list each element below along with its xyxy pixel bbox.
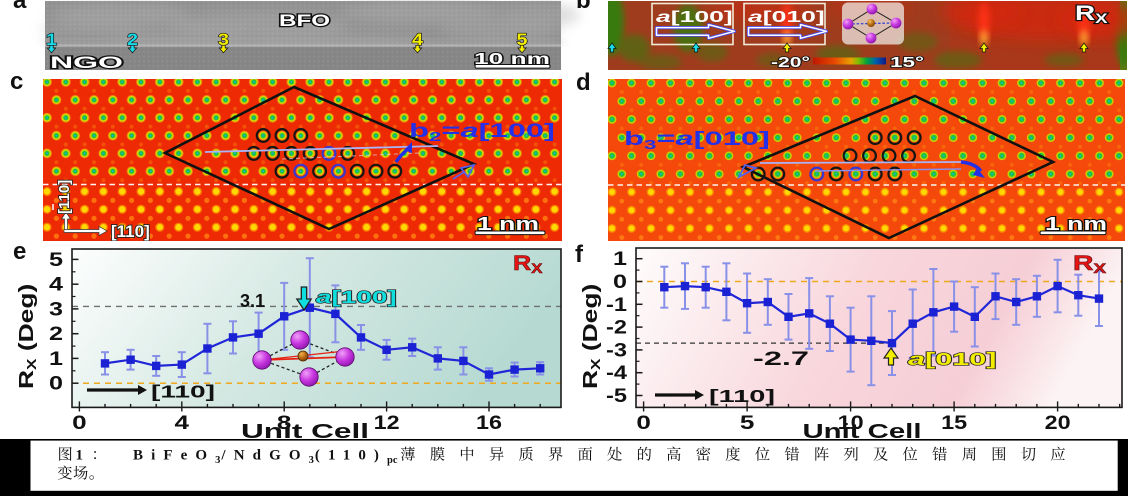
svg-text:[110]: [110] [56, 180, 73, 214]
svg-text:RX (Deg): RX (Deg) [579, 284, 603, 389]
svg-text:a: a [13, 0, 27, 14]
svg-text:16: 16 [476, 412, 502, 434]
svg-text:3.1: 3.1 [240, 291, 265, 311]
svg-text:1: 1 [76, 448, 84, 464]
svg-text:[110]: [110] [709, 386, 775, 406]
svg-text:5: 5 [49, 250, 64, 271]
svg-text:1: 1 [613, 249, 628, 270]
svg-text:15°: 15° [890, 54, 924, 71]
svg-text:d: d [576, 69, 591, 96]
svg-text:b2=a[100]: b2=a[100] [409, 120, 555, 144]
svg-text:3: 3 [218, 30, 229, 49]
svg-text:-4: -4 [606, 363, 628, 384]
svg-text:b: b [576, 0, 591, 14]
svg-text:5: 5 [740, 412, 755, 434]
svg-text:20: 20 [1045, 412, 1071, 434]
svg-text:2: 2 [127, 30, 138, 49]
svg-text:Unit Cell: Unit Cell [241, 420, 369, 439]
svg-text:a[100]: a[100] [316, 287, 397, 307]
svg-text:-1: -1 [606, 295, 628, 316]
svg-text:BFO: BFO [279, 11, 330, 30]
svg-text:10: 10 [838, 412, 864, 434]
svg-text:Unit Cell: Unit Cell [803, 420, 922, 439]
svg-text:-3: -3 [606, 340, 627, 361]
svg-text:8: 8 [277, 412, 292, 434]
svg-text:b3=a[010]: b3=a[010] [624, 128, 770, 152]
svg-text:15: 15 [941, 412, 967, 434]
svg-text:1: 1 [49, 349, 64, 370]
svg-text:3: 3 [49, 299, 63, 320]
svg-text:4: 4 [175, 412, 190, 434]
svg-text:a[100]: a[100] [656, 7, 733, 25]
svg-text:1: 1 [46, 30, 57, 49]
svg-text:0: 0 [613, 272, 627, 293]
svg-text:4: 4 [49, 275, 64, 296]
svg-text:-5: -5 [606, 386, 628, 407]
svg-text:-2.7: -2.7 [753, 349, 809, 370]
svg-text:-20°: -20° [771, 54, 810, 71]
svg-text:[110]: [110] [151, 382, 215, 402]
svg-text:BiFeO3/NdGO3(110)pc: BiFeO3/NdGO3(110)pc [133, 448, 398, 466]
svg-text:0: 0 [636, 412, 651, 434]
svg-text:1 nm: 1 nm [477, 214, 539, 234]
svg-text:NGO: NGO [50, 53, 123, 72]
svg-text:12: 12 [374, 412, 400, 434]
svg-text:5: 5 [517, 30, 528, 49]
svg-text:a[010]: a[010] [908, 349, 996, 369]
svg-text:c: c [10, 68, 23, 95]
svg-text:-2: -2 [606, 318, 627, 339]
svg-text:2: 2 [49, 324, 63, 345]
svg-text:e: e [13, 238, 26, 265]
svg-text:a[010]: a[010] [748, 7, 825, 25]
svg-text:RX: RX [1073, 251, 1106, 276]
svg-text:[110]: [110] [111, 222, 150, 241]
svg-text:f: f [575, 241, 584, 268]
svg-text:0: 0 [49, 374, 63, 395]
svg-text:1 nm: 1 nm [1045, 214, 1107, 234]
svg-text:4: 4 [412, 30, 424, 49]
svg-text:RX (Deg): RX (Deg) [15, 284, 39, 389]
svg-text:0: 0 [72, 412, 87, 434]
